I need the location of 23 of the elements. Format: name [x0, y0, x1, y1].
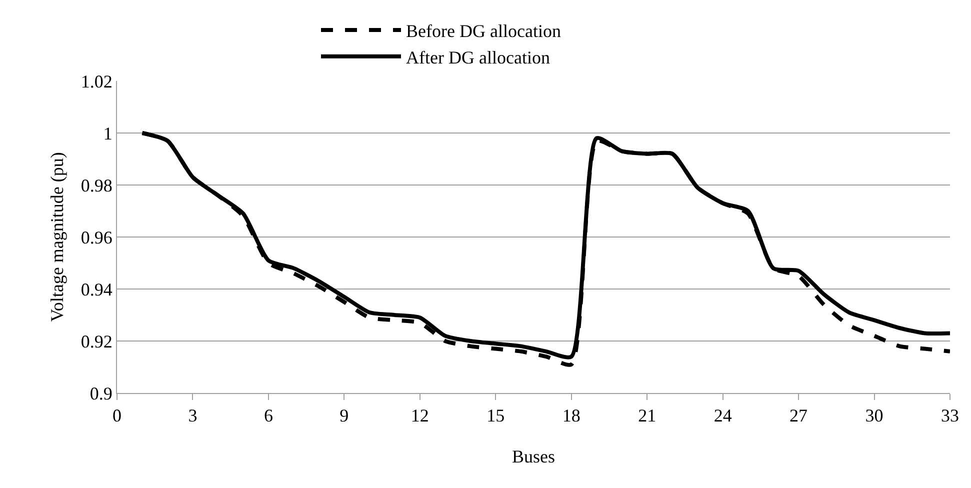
x-tick-label: 15 — [486, 406, 505, 426]
x-tick-label: 21 — [638, 406, 656, 426]
y-tick-label: 0.98 — [80, 175, 112, 196]
y-tick-label: 0.96 — [80, 227, 112, 248]
y-tick-label: 0.9 — [90, 383, 112, 404]
x-tick-label: 24 — [714, 406, 732, 426]
y-tick-label: 0.92 — [80, 331, 112, 352]
x-tick-label: 12 — [410, 406, 429, 426]
x-tick-label: 33 — [941, 406, 959, 426]
x-tick-label: 0 — [112, 406, 122, 426]
x-tick-label: 27 — [790, 406, 808, 426]
x-tick-label: 3 — [188, 406, 198, 426]
y-axis-title: Voltage magnitude (pu) — [47, 152, 68, 322]
y-tick-label: 0.94 — [80, 279, 112, 300]
x-tick-label: 18 — [562, 406, 580, 426]
y-tick-label: 1.02 — [80, 71, 112, 92]
legend-label: After DG allocation — [406, 47, 550, 68]
y-tick-label: 1 — [103, 123, 112, 144]
x-tick-label: 30 — [865, 406, 884, 426]
x-tick-label: 9 — [340, 406, 349, 426]
x-tick-label: 6 — [264, 406, 273, 426]
x-axis-title: Buses — [512, 446, 556, 467]
legend-label: Before DG allocation — [406, 20, 561, 41]
